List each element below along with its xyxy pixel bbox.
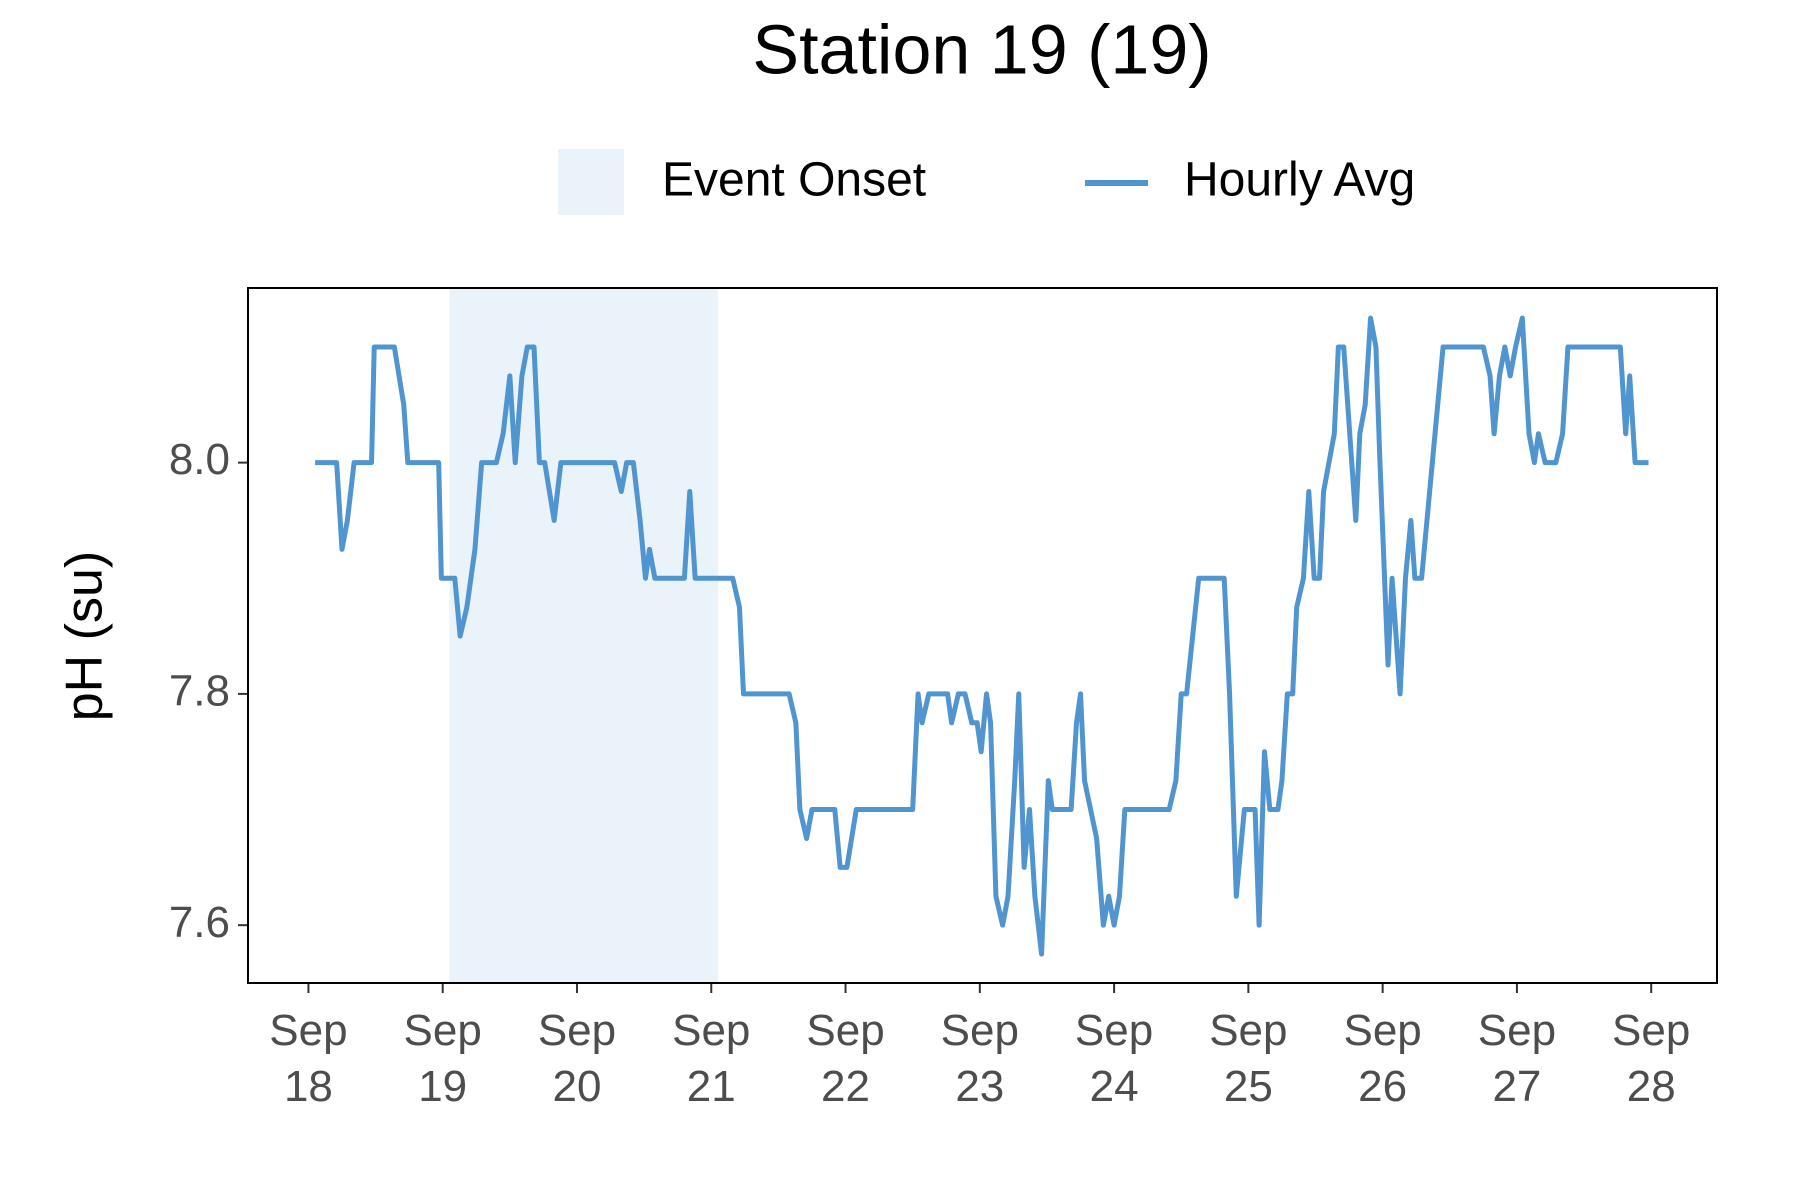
x-tick-label: Sep 20 [537, 1006, 617, 1111]
x-tick-label: Sep 21 [672, 1006, 751, 1111]
x-tick-label: Sep 19 [403, 1006, 482, 1111]
y-tick-label: 7.6 [169, 898, 230, 947]
x-tick-label: Sep 23 [940, 1006, 1019, 1111]
y-axis-label: pH (su) [56, 551, 114, 721]
x-tick-label: Sep 27 [1477, 1006, 1557, 1111]
x-tick-label: Sep 28 [1612, 1006, 1691, 1111]
chart-title: Station 19 (19) [752, 10, 1211, 88]
x-tick-label: Sep 24 [1074, 1006, 1154, 1111]
y-tick-label: 8.0 [169, 435, 230, 484]
y-tick-label: 7.8 [169, 667, 230, 716]
x-tick-label: Sep 25 [1209, 1006, 1288, 1111]
legend-label: Hourly Avg [1184, 154, 1415, 207]
legend-key-event [558, 149, 624, 215]
x-tick-label: Sep 18 [269, 1006, 348, 1111]
x-tick-label: Sep 26 [1343, 1006, 1422, 1111]
legend-label: Event Onset [662, 154, 926, 207]
plot-border [247, 287, 1718, 984]
event-band [449, 288, 718, 983]
x-tick-label: Sep 22 [806, 1006, 885, 1111]
data-line [315, 315, 1649, 957]
